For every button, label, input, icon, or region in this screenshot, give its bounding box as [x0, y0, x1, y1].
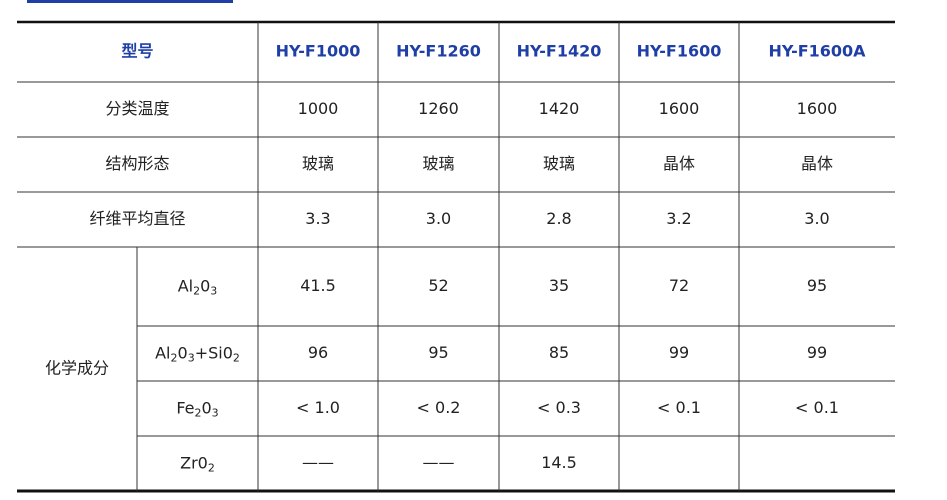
- header-cell: HY-F1600: [637, 42, 722, 61]
- row-label: 结构形态: [105, 154, 169, 173]
- formula-part: Zr0: [180, 453, 208, 472]
- formula-part: Fe: [176, 398, 194, 417]
- formula-part: Al: [178, 276, 193, 295]
- subscript: 2: [171, 352, 178, 365]
- subscript: 2: [208, 462, 215, 475]
- header-cell: HY-F1420: [517, 42, 602, 61]
- cell: < 0.2: [417, 398, 461, 417]
- cell: 1600: [659, 99, 700, 118]
- formula: Al203+Si02: [155, 343, 240, 365]
- formula-part: 0: [201, 398, 211, 417]
- cell: < 0.1: [657, 398, 701, 417]
- cell: 2.8: [546, 209, 571, 228]
- header-cell: HY-F1600A: [768, 42, 866, 61]
- cell: 玻璃: [302, 154, 334, 173]
- cell: 1260: [418, 99, 459, 118]
- cell: 3.0: [804, 209, 829, 228]
- cell: 玻璃: [422, 154, 454, 173]
- cell: 96: [308, 343, 328, 362]
- formula-part: Al: [155, 343, 170, 362]
- cell: 41.5: [300, 276, 336, 295]
- row-label: 分类温度: [105, 99, 169, 118]
- cell: < 0.3: [537, 398, 581, 417]
- cell: 72: [669, 276, 689, 295]
- formula-part: +Si0: [195, 343, 233, 362]
- cell: 1600: [797, 99, 838, 118]
- subscript: 3: [210, 285, 217, 298]
- cell: 晶体: [801, 154, 833, 173]
- cell: 85: [549, 343, 569, 362]
- cell: 1000: [298, 99, 339, 118]
- formula-part: 0: [178, 343, 188, 362]
- cell: 14.5: [541, 453, 577, 472]
- header-cell: 型号: [121, 42, 153, 61]
- cell: 99: [669, 343, 689, 362]
- cell: 3.0: [426, 209, 451, 228]
- subscript: 2: [193, 285, 200, 298]
- cell: 95: [807, 276, 827, 295]
- formula: Al203: [178, 276, 218, 298]
- cell: 35: [549, 276, 569, 295]
- cell: 晶体: [663, 154, 695, 173]
- cell: 99: [807, 343, 827, 362]
- header-cell: HY-F1260: [396, 42, 481, 61]
- subscript: 3: [188, 352, 195, 365]
- subscript: 2: [194, 407, 201, 420]
- cell: < 1.0: [296, 398, 340, 417]
- subscript: 2: [233, 352, 240, 365]
- cell: 玻璃: [543, 154, 575, 173]
- cell: 95: [428, 343, 448, 362]
- subscript: 3: [212, 407, 219, 420]
- header-cell: HY-F1000: [276, 42, 361, 61]
- accent-bar: [27, 0, 233, 3]
- cell: 1420: [539, 99, 580, 118]
- cell: 3.3: [305, 209, 330, 228]
- cell: < 0.1: [795, 398, 839, 417]
- cell: 52: [428, 276, 448, 295]
- cell: ——: [302, 453, 334, 472]
- formula-part: 0: [200, 276, 210, 295]
- cell: 3.2: [666, 209, 691, 228]
- formula: Zr02: [180, 453, 215, 475]
- row-label: 纤维平均直径: [89, 209, 185, 228]
- group-label: 化学成分: [45, 359, 109, 378]
- formula: Fe203: [176, 398, 218, 420]
- cell: ——: [423, 453, 455, 472]
